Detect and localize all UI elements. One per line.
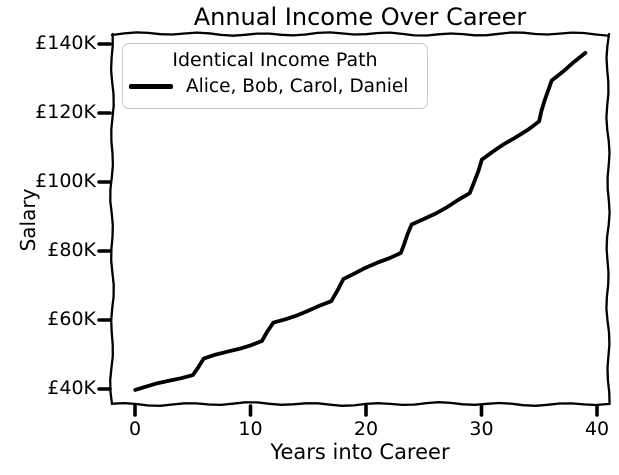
chart-title: Annual Income Over Career xyxy=(193,3,527,31)
right-spine xyxy=(605,32,611,406)
bottom-spine xyxy=(110,401,610,407)
x-axis-label: Years into Career xyxy=(270,440,450,464)
legend-line-swatch xyxy=(129,84,173,89)
y-tick-label: £100K xyxy=(35,170,96,192)
legend-title: Identical Income Path xyxy=(172,49,378,71)
y-tick-label: £140K xyxy=(35,32,96,54)
top-spine xyxy=(110,31,610,37)
left-spine xyxy=(109,32,115,406)
y-tick-label: £120K xyxy=(35,101,96,123)
x-tick-label: 10 xyxy=(238,418,263,440)
y-tick-label: £60K xyxy=(47,308,96,330)
x-tick-label: 40 xyxy=(584,418,610,440)
legend-entry: Alice, Bob, Carol, Daniel xyxy=(123,76,427,97)
income-line xyxy=(133,51,588,392)
y-tick-label: £40K xyxy=(47,377,96,399)
y-tick-label: £80K xyxy=(47,239,96,261)
legend: Identical Income Path Alice, Bob, Carol,… xyxy=(122,43,428,109)
legend-entry-label: Alice, Bob, Carol, Daniel xyxy=(186,76,409,97)
x-tick-label: 30 xyxy=(469,418,494,440)
x-tick-label: 20 xyxy=(353,418,379,440)
x-tick-label: 0 xyxy=(128,418,142,440)
